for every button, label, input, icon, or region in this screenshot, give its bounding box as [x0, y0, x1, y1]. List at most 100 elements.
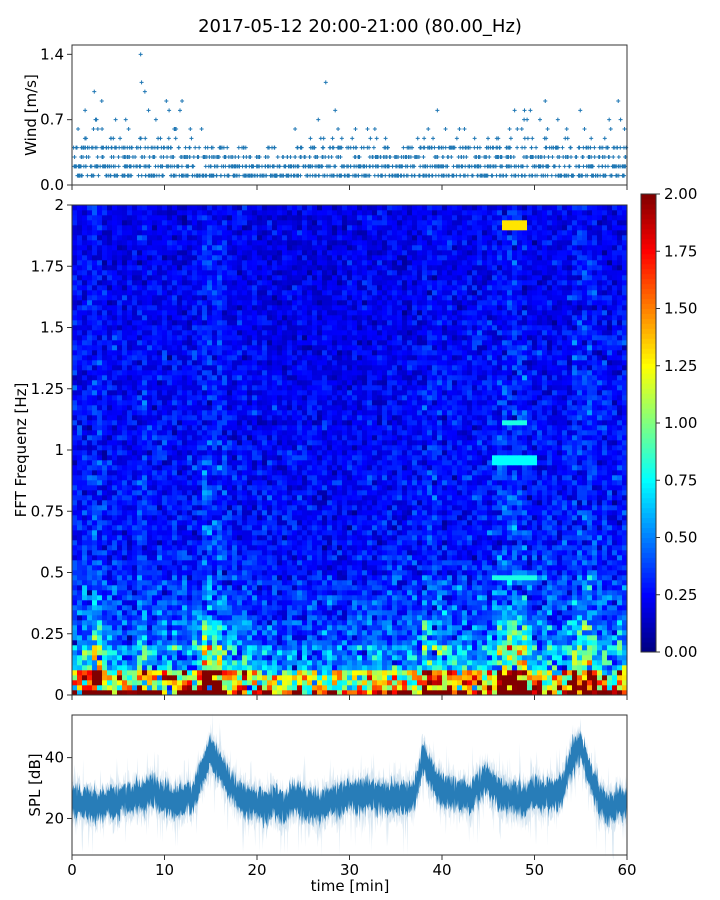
- heatmap-cell: [172, 585, 178, 591]
- heatmap-cell: [527, 650, 533, 656]
- heatmap-cell: [487, 560, 493, 566]
- heatmap-cell: [517, 545, 523, 551]
- heatmap-cell: [222, 590, 228, 596]
- heatmap-cell: [587, 680, 593, 686]
- wind-point: [350, 173, 355, 178]
- heatmap-cell: [287, 600, 293, 606]
- heatmap-cell: [367, 560, 373, 566]
- heatmap-cell: [402, 560, 408, 566]
- heatmap-cell: [247, 560, 253, 566]
- heatmap-cell: [362, 570, 368, 576]
- heatmap-cell: [457, 575, 463, 581]
- heatmap-cell: [327, 545, 333, 551]
- heatmap-cell: [527, 585, 533, 591]
- heatmap-cell: [472, 580, 478, 586]
- heatmap-cell: [127, 630, 133, 636]
- heatmap-cell: [502, 685, 508, 691]
- heatmap-cell: [137, 660, 143, 666]
- heatmap-cell: [207, 545, 213, 551]
- heatmap-cell: [497, 675, 503, 681]
- heatmap-cell: [317, 545, 323, 551]
- heatmap-cell: [602, 680, 608, 686]
- heatmap-cell: [97, 560, 103, 566]
- wind-point: [345, 145, 350, 150]
- heatmap-cell: [152, 560, 158, 566]
- heatmap-cell: [162, 555, 168, 561]
- heatmap-cell: [332, 560, 338, 566]
- heatmap-cell: [477, 585, 483, 591]
- heatmap-cell: [507, 540, 513, 546]
- heatmap-cell: [182, 555, 188, 561]
- heatmap-cell: [562, 600, 568, 606]
- heatmap-cell: [357, 545, 363, 551]
- heatmap-cell: [322, 530, 328, 536]
- heatmap-cell: [192, 635, 198, 641]
- heatmap-cell: [462, 670, 468, 676]
- heatmap-cell: [517, 675, 523, 681]
- heatmap-cell: [257, 535, 263, 541]
- heatmap-cell: [137, 675, 143, 681]
- heatmap-cell: [552, 575, 558, 581]
- heatmap-cell: [597, 640, 603, 646]
- heatmap-cell: [402, 630, 408, 636]
- heatmap-cell: [97, 685, 103, 691]
- heatmap-cell: [452, 610, 458, 616]
- heatmap-cell: [522, 680, 528, 686]
- wind-point: [188, 127, 193, 131]
- heatmap-cell: [117, 670, 123, 676]
- heatmap-cell: [167, 670, 173, 676]
- heatmap-cell: [387, 610, 393, 616]
- heatmap-cell: [167, 600, 173, 606]
- wind-point: [98, 164, 103, 169]
- heatmap-cell: [437, 685, 443, 691]
- heatmap-cell: [527, 590, 533, 596]
- heatmap-cell: [92, 585, 98, 591]
- heatmap-cell: [87, 545, 93, 551]
- heatmap-cell: [612, 550, 618, 556]
- heatmap-cell: [87, 675, 93, 681]
- heatmap-cell: [157, 610, 163, 616]
- heatmap-cell: [302, 685, 308, 691]
- heatmap-cell: [302, 585, 308, 591]
- wind-point: [153, 117, 158, 122]
- heatmap-cell: [422, 545, 428, 551]
- heatmap-cell: [287, 585, 293, 591]
- heatmap-cell: [527, 610, 533, 616]
- heatmap-cell: [307, 645, 313, 651]
- heatmap-cell: [392, 590, 398, 596]
- heatmap-cell: [317, 660, 323, 666]
- heatmap-cell: [517, 670, 523, 676]
- heatmap-cell: [277, 675, 283, 681]
- heatmap-cell: [462, 600, 468, 606]
- heatmap-cell: [72, 595, 78, 601]
- heatmap-cell: [107, 565, 113, 571]
- heatmap-cell: [112, 640, 118, 646]
- heatmap-cell: [72, 620, 78, 626]
- heatmap-cell: [137, 600, 143, 606]
- heatmap-cell: [147, 545, 153, 551]
- heatmap-cell: [142, 630, 148, 636]
- heatmap-cell: [162, 570, 168, 576]
- heatmap-cell: [392, 580, 398, 586]
- heatmap-cell: [217, 625, 223, 631]
- heatmap-cell: [157, 675, 163, 681]
- heatmap-cell: [337, 595, 343, 601]
- heatmap-cell: [137, 590, 143, 596]
- heatmap-cell: [372, 625, 378, 631]
- heatmap-cell: [167, 665, 173, 671]
- wind-point: [236, 155, 241, 159]
- heatmap-cell: [587, 550, 593, 556]
- heatmap-cell: [437, 660, 443, 666]
- heatmap-cell: [582, 645, 588, 651]
- heatmap-cell: [282, 545, 288, 551]
- heatmap-cell: [437, 530, 443, 536]
- heatmap-cell: [462, 580, 468, 586]
- heatmap-cell: [262, 625, 268, 631]
- heatmap-cell: [582, 675, 588, 681]
- heatmap-cell: [107, 660, 113, 666]
- heatmap-cell: [252, 555, 258, 561]
- heatmap-cell: [612, 610, 618, 616]
- heatmap-cell: [492, 670, 498, 676]
- heatmap-cell: [257, 685, 263, 691]
- heatmap-cell: [87, 580, 93, 586]
